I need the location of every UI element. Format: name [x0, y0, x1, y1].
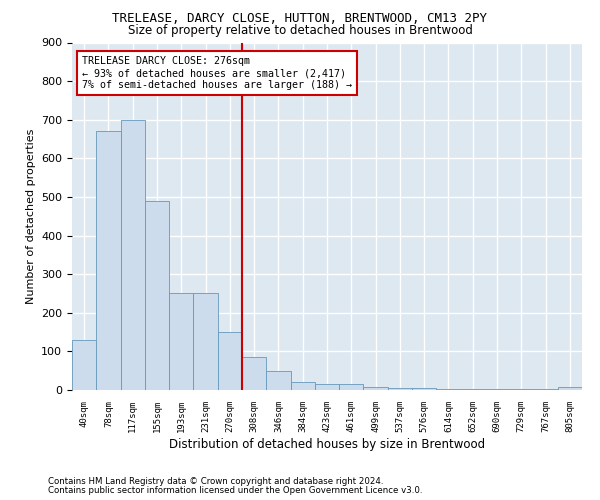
Text: Contains HM Land Registry data © Crown copyright and database right 2024.: Contains HM Land Registry data © Crown c…	[48, 477, 383, 486]
Bar	[218, 332, 242, 390]
Bar	[509, 389, 533, 390]
Bar	[315, 384, 339, 390]
Bar	[169, 294, 193, 390]
Bar	[339, 384, 364, 390]
Bar	[290, 382, 315, 390]
Bar	[388, 388, 412, 390]
Bar	[436, 389, 461, 390]
Bar	[96, 132, 121, 390]
Bar	[72, 340, 96, 390]
Text: TRELEASE, DARCY CLOSE, HUTTON, BRENTWOOD, CM13 2PY: TRELEASE, DARCY CLOSE, HUTTON, BRENTWOOD…	[113, 12, 487, 26]
Bar	[485, 389, 509, 390]
Bar	[121, 120, 145, 390]
Bar	[364, 387, 388, 390]
Bar	[461, 389, 485, 390]
Bar	[558, 387, 582, 390]
Bar	[242, 357, 266, 390]
Text: Size of property relative to detached houses in Brentwood: Size of property relative to detached ho…	[128, 24, 472, 37]
Bar	[412, 388, 436, 390]
Y-axis label: Number of detached properties: Number of detached properties	[26, 128, 35, 304]
Text: Contains public sector information licensed under the Open Government Licence v3: Contains public sector information licen…	[48, 486, 422, 495]
Text: TRELEASE DARCY CLOSE: 276sqm
← 93% of detached houses are smaller (2,417)
7% of : TRELEASE DARCY CLOSE: 276sqm ← 93% of de…	[82, 56, 352, 90]
Bar	[266, 372, 290, 390]
Bar	[145, 201, 169, 390]
Bar	[533, 389, 558, 390]
X-axis label: Distribution of detached houses by size in Brentwood: Distribution of detached houses by size …	[169, 438, 485, 450]
Bar	[193, 294, 218, 390]
